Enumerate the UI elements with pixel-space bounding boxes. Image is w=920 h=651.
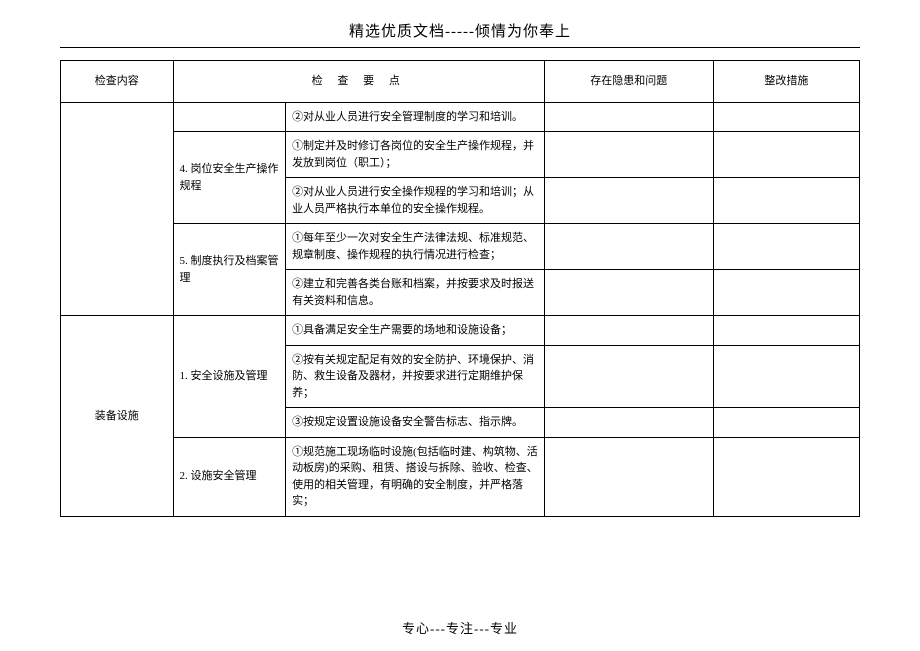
cell-measure — [713, 102, 859, 132]
cell-issue — [544, 437, 713, 516]
cell-measure — [713, 408, 859, 438]
table-row: 装备设施 1. 安全设施及管理 ①具备满足安全生产需要的场地和设施设备； — [61, 316, 860, 346]
document-page: 精选优质文档-----倾情为你奉上 检查内容 检 查 要 点 存在隐患和问题 整… — [0, 0, 920, 651]
page-footer: 专心---专注---专业 — [0, 618, 920, 637]
inspection-table: 检查内容 检 查 要 点 存在隐患和问题 整改措施 ②对从业人员进行安全管理制度… — [60, 60, 860, 517]
col-header-points: 检 查 要 点 — [173, 61, 544, 103]
cell-subitem: 1. 安全设施及管理 — [173, 316, 286, 438]
cell-measure — [713, 437, 859, 516]
table-row: 2. 设施安全管理 ①规范施工现场临时设施(包括临时建、构筑物、活动板房)的采购… — [61, 437, 860, 516]
page-header: 精选优质文档-----倾情为你奉上 — [60, 20, 860, 48]
cell-measure — [713, 132, 859, 178]
cell-subitem: 2. 设施安全管理 — [173, 437, 286, 516]
table-row: ②对从业人员进行安全管理制度的学习和培训。 — [61, 102, 860, 132]
cell-point: ②建立和完善各类台账和档案，并按要求及时报送有关资料和信息。 — [286, 270, 545, 316]
cell-category: 装备设施 — [61, 316, 174, 517]
cell-measure — [713, 345, 859, 408]
cell-issue — [544, 345, 713, 408]
cell-category-blank — [61, 102, 174, 316]
cell-measure — [713, 270, 859, 316]
table-row: 5. 制度执行及档案管理 ①每年至少一次对安全生产法律法规、标准规范、规章制度、… — [61, 224, 860, 270]
cell-point: ①制定并及时修订各岗位的安全生产操作规程，并发放到岗位（职工）； — [286, 132, 545, 178]
cell-point: ①每年至少一次对安全生产法律法规、标准规范、规章制度、操作规程的执行情况进行检查… — [286, 224, 545, 270]
cell-subitem: 5. 制度执行及档案管理 — [173, 224, 286, 316]
col-header-content: 检查内容 — [61, 61, 174, 103]
cell-issue — [544, 178, 713, 224]
col-header-issues: 存在隐患和问题 — [544, 61, 713, 103]
cell-measure — [713, 224, 859, 270]
col-header-measures: 整改措施 — [713, 61, 859, 103]
cell-issue — [544, 102, 713, 132]
cell-issue — [544, 132, 713, 178]
cell-issue — [544, 224, 713, 270]
cell-point: ①具备满足安全生产需要的场地和设施设备； — [286, 316, 545, 346]
cell-point: ②按有关规定配足有效的安全防护、环境保护、消防、救生设备及器材，并按要求进行定期… — [286, 345, 545, 408]
cell-issue — [544, 316, 713, 346]
cell-measure — [713, 178, 859, 224]
cell-point: ③按规定设置设施设备安全警告标志、指示牌。 — [286, 408, 545, 438]
cell-subitem: 4. 岗位安全生产操作规程 — [173, 132, 286, 224]
table-header-row: 检查内容 检 查 要 点 存在隐患和问题 整改措施 — [61, 61, 860, 103]
cell-point: ②对从业人员进行安全操作规程的学习和培训；从业人员严格执行本单位的安全操作规程。 — [286, 178, 545, 224]
cell-issue — [544, 270, 713, 316]
cell-subitem-blank — [173, 102, 286, 132]
table-row: 4. 岗位安全生产操作规程 ①制定并及时修订各岗位的安全生产操作规程，并发放到岗… — [61, 132, 860, 178]
cell-measure — [713, 316, 859, 346]
cell-issue — [544, 408, 713, 438]
cell-point: ①规范施工现场临时设施(包括临时建、构筑物、活动板房)的采购、租赁、搭设与拆除、… — [286, 437, 545, 516]
cell-point: ②对从业人员进行安全管理制度的学习和培训。 — [286, 102, 545, 132]
